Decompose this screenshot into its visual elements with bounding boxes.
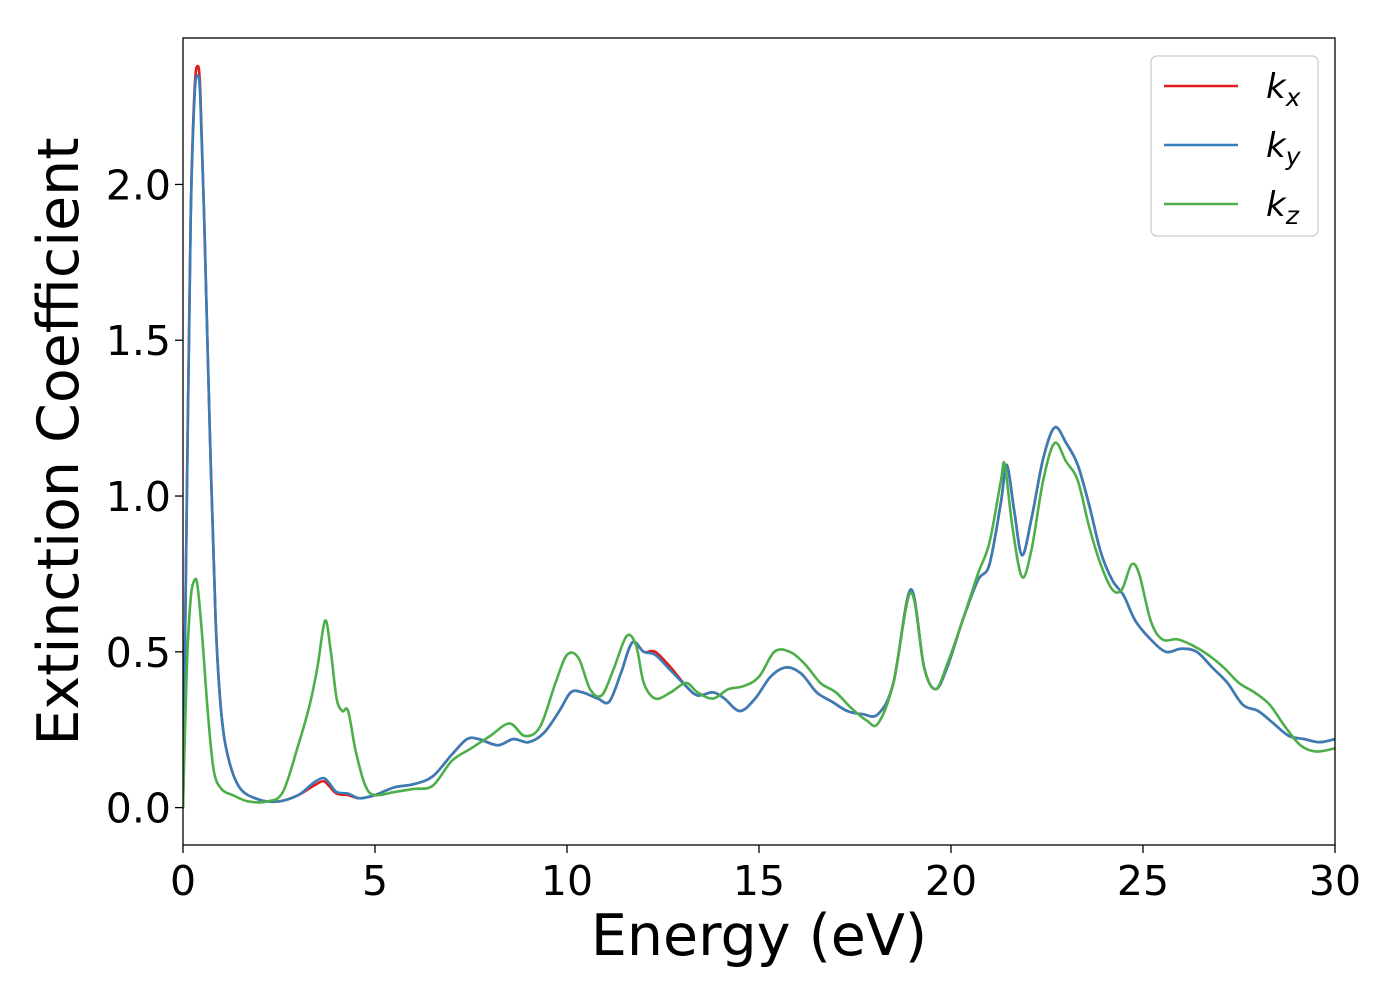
x-axis-label: Energy (eV) (591, 903, 927, 969)
y-tick-label: 2.0 (106, 161, 171, 209)
legend-label-main: k (1266, 185, 1287, 225)
legend-label: ky (1266, 126, 1302, 171)
x-tick-label: 5 (362, 857, 388, 905)
x-tick-label: 25 (1117, 857, 1169, 905)
legend-label-subscript: y (1285, 142, 1302, 171)
legend-label-subscript: z (1285, 201, 1300, 230)
legend-label-main: k (1266, 126, 1287, 166)
y-axis-ticks: 0.0 0.5 1.0 1.5 2.0 (106, 161, 183, 833)
series-layer (183, 64, 1335, 809)
y-tick-label: 1.0 (106, 473, 171, 521)
series-line-k-z (183, 441, 1335, 809)
x-axis-ticks: 0 5 10 15 20 25 30 (170, 845, 1361, 905)
y-tick-label: 0.5 (106, 629, 171, 677)
legend-label-main: k (1266, 67, 1287, 107)
x-tick-label: 10 (541, 857, 593, 905)
x-tick-label: 20 (925, 857, 977, 905)
x-tick-label: 15 (733, 857, 785, 905)
legend-label: kx (1266, 67, 1301, 112)
y-tick-label: 1.5 (106, 317, 171, 365)
y-axis-label: Extinction Coefficient (26, 137, 92, 745)
x-tick-label: 30 (1309, 857, 1361, 905)
legend-label-subscript: x (1285, 83, 1301, 112)
legend-label: kz (1266, 185, 1300, 230)
series-line-k-y (183, 74, 1335, 809)
x-tick-label: 0 (170, 857, 196, 905)
y-tick-label: 0.0 (106, 785, 171, 833)
